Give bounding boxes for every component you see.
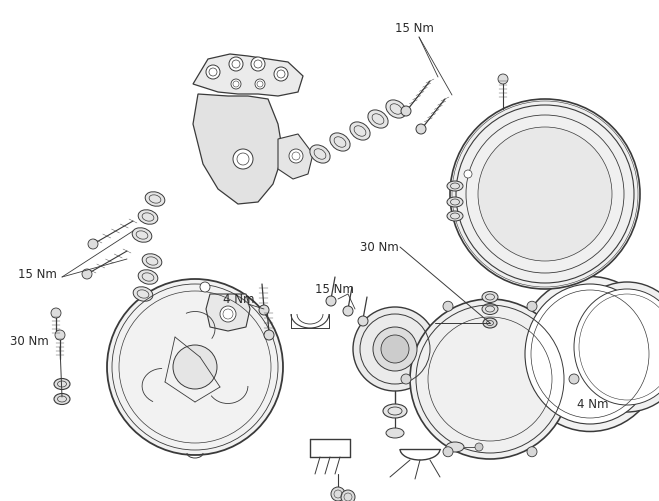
Circle shape xyxy=(231,80,241,90)
Circle shape xyxy=(173,345,217,389)
Circle shape xyxy=(443,302,453,312)
Polygon shape xyxy=(206,295,250,331)
Circle shape xyxy=(264,330,274,340)
Circle shape xyxy=(401,374,411,384)
Circle shape xyxy=(343,307,353,316)
Circle shape xyxy=(55,330,65,340)
Ellipse shape xyxy=(350,123,370,141)
Ellipse shape xyxy=(386,101,406,119)
Polygon shape xyxy=(278,135,313,180)
Text: 15 Nm: 15 Nm xyxy=(315,283,354,296)
Text: 30 Nm: 30 Nm xyxy=(360,241,399,254)
Text: 15 Nm: 15 Nm xyxy=(18,268,57,281)
Circle shape xyxy=(88,239,98,249)
Circle shape xyxy=(475,443,483,451)
Ellipse shape xyxy=(310,146,330,164)
Circle shape xyxy=(498,75,508,85)
Circle shape xyxy=(527,302,537,312)
Ellipse shape xyxy=(386,428,404,438)
Circle shape xyxy=(107,280,283,455)
Circle shape xyxy=(220,307,236,322)
Ellipse shape xyxy=(54,379,70,390)
Text: 4 Nm: 4 Nm xyxy=(577,398,608,411)
Ellipse shape xyxy=(483,318,497,328)
Ellipse shape xyxy=(574,290,659,405)
Circle shape xyxy=(229,58,243,72)
Circle shape xyxy=(331,487,345,501)
Ellipse shape xyxy=(138,210,158,225)
Circle shape xyxy=(206,66,220,80)
Ellipse shape xyxy=(517,277,659,432)
Ellipse shape xyxy=(138,270,158,285)
Ellipse shape xyxy=(142,254,162,269)
Ellipse shape xyxy=(447,182,463,191)
Ellipse shape xyxy=(133,287,153,302)
Ellipse shape xyxy=(145,192,165,207)
Ellipse shape xyxy=(368,111,388,129)
Text: 30 Nm: 30 Nm xyxy=(10,335,49,348)
Circle shape xyxy=(358,316,368,326)
Text: 4 Nm: 4 Nm xyxy=(223,293,254,306)
Circle shape xyxy=(353,308,437,391)
Text: 15 Nm: 15 Nm xyxy=(395,22,434,35)
Polygon shape xyxy=(193,55,303,97)
Ellipse shape xyxy=(54,394,70,405)
Circle shape xyxy=(51,309,61,318)
Circle shape xyxy=(341,490,355,501)
Ellipse shape xyxy=(525,285,655,424)
Circle shape xyxy=(274,68,288,82)
Circle shape xyxy=(373,327,417,371)
Ellipse shape xyxy=(383,404,407,418)
Circle shape xyxy=(478,128,612,262)
Circle shape xyxy=(401,107,411,117)
Circle shape xyxy=(233,150,253,170)
Circle shape xyxy=(200,283,210,293)
Ellipse shape xyxy=(567,283,659,412)
Ellipse shape xyxy=(447,211,463,221)
Circle shape xyxy=(410,300,570,459)
Circle shape xyxy=(82,270,92,280)
Circle shape xyxy=(255,80,265,90)
Polygon shape xyxy=(193,95,283,204)
Circle shape xyxy=(326,297,336,307)
Ellipse shape xyxy=(482,292,498,303)
Circle shape xyxy=(569,374,579,384)
Ellipse shape xyxy=(132,228,152,243)
Circle shape xyxy=(464,171,472,179)
Ellipse shape xyxy=(330,134,350,152)
Circle shape xyxy=(527,447,537,457)
Circle shape xyxy=(251,58,265,72)
Ellipse shape xyxy=(482,304,498,315)
Circle shape xyxy=(381,335,409,363)
Circle shape xyxy=(450,100,640,290)
Ellipse shape xyxy=(446,442,464,452)
Circle shape xyxy=(443,447,453,457)
Circle shape xyxy=(289,150,303,164)
Ellipse shape xyxy=(447,197,463,207)
Circle shape xyxy=(416,125,426,135)
Circle shape xyxy=(259,306,269,315)
